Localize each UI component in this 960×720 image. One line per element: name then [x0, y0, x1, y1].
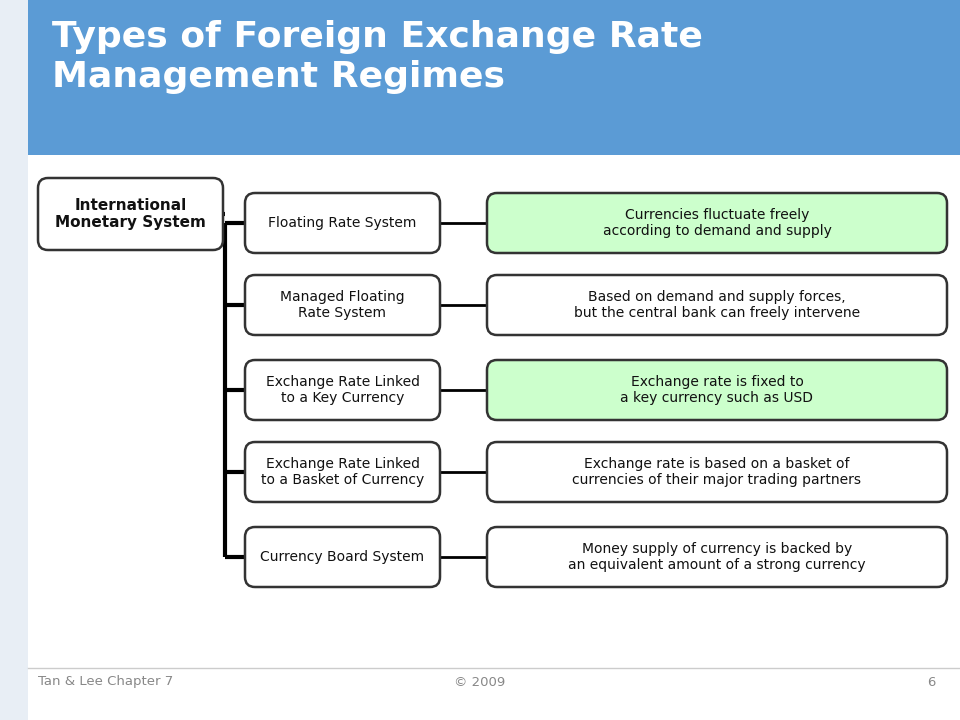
FancyBboxPatch shape [245, 527, 440, 587]
Text: Exchange Rate Linked
to a Basket of Currency: Exchange Rate Linked to a Basket of Curr… [261, 457, 424, 487]
Text: Exchange rate is fixed to
a key currency such as USD: Exchange rate is fixed to a key currency… [620, 375, 813, 405]
Text: Exchange Rate Linked
to a Key Currency: Exchange Rate Linked to a Key Currency [266, 375, 420, 405]
FancyBboxPatch shape [487, 193, 947, 253]
Text: Types of Foreign Exchange Rate: Types of Foreign Exchange Rate [52, 20, 703, 54]
Text: Tan & Lee Chapter 7: Tan & Lee Chapter 7 [38, 675, 173, 688]
FancyBboxPatch shape [28, 0, 960, 155]
FancyBboxPatch shape [487, 360, 947, 420]
FancyBboxPatch shape [245, 360, 440, 420]
Text: © 2009: © 2009 [454, 675, 506, 688]
Text: Floating Rate System: Floating Rate System [268, 216, 417, 230]
FancyBboxPatch shape [245, 275, 440, 335]
FancyBboxPatch shape [487, 275, 947, 335]
FancyBboxPatch shape [245, 442, 440, 502]
FancyBboxPatch shape [245, 193, 440, 253]
Text: Managed Floating
Rate System: Managed Floating Rate System [280, 290, 405, 320]
FancyBboxPatch shape [487, 442, 947, 502]
Text: Exchange rate is based on a basket of
currencies of their major trading partners: Exchange rate is based on a basket of cu… [572, 457, 861, 487]
Text: Currency Board System: Currency Board System [260, 550, 424, 564]
Text: 6: 6 [926, 675, 935, 688]
Text: Management Regimes: Management Regimes [52, 60, 505, 94]
FancyBboxPatch shape [0, 0, 28, 720]
Text: Money supply of currency is backed by
an equivalent amount of a strong currency: Money supply of currency is backed by an… [568, 542, 866, 572]
Text: Based on demand and supply forces,
but the central bank can freely intervene: Based on demand and supply forces, but t… [574, 290, 860, 320]
Text: Currencies fluctuate freely
according to demand and supply: Currencies fluctuate freely according to… [603, 208, 831, 238]
FancyBboxPatch shape [38, 178, 223, 250]
Text: International
Monetary System: International Monetary System [55, 198, 206, 230]
FancyBboxPatch shape [487, 527, 947, 587]
